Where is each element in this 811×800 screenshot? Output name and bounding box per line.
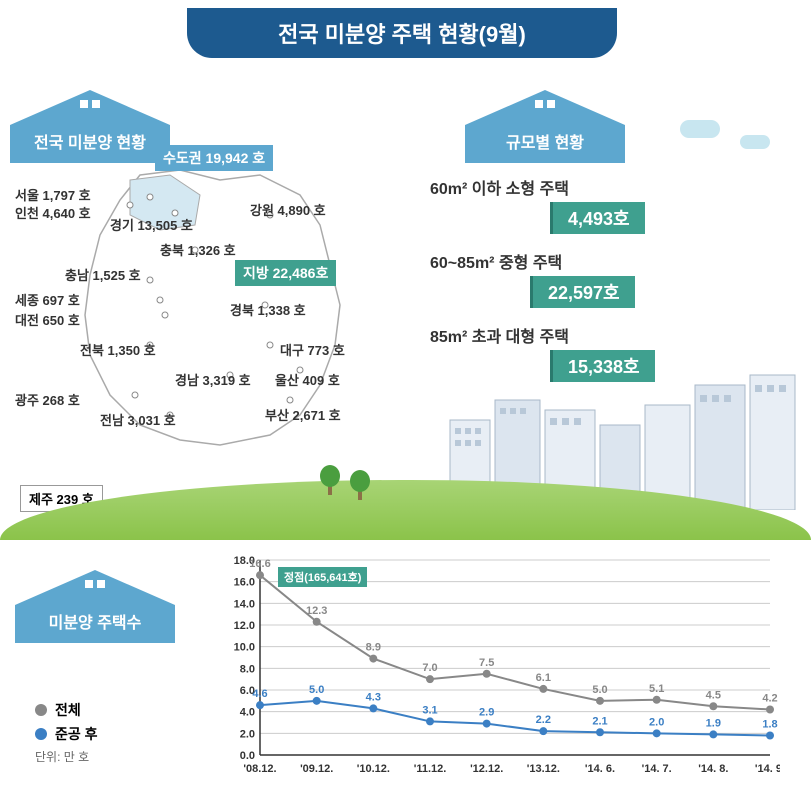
region-label: 대전 650 호 xyxy=(15,310,80,329)
svg-text:16.0: 16.0 xyxy=(234,577,255,589)
svg-text:0.0: 0.0 xyxy=(240,750,255,762)
legend-dot-icon xyxy=(35,728,47,740)
region-label: 인천 4,640 호 xyxy=(15,203,91,222)
legend-label: 전체 xyxy=(55,700,81,720)
region-label: 대구 773 호 xyxy=(280,340,345,359)
svg-text:12.3: 12.3 xyxy=(306,605,327,617)
region-label: 강원 4,890 호 xyxy=(250,200,326,219)
size-category-section: 60m² 이하 소형 주택 4,493호 60~85m² 중형 주택 22,597호 8… xyxy=(430,175,800,397)
svg-text:10.0: 10.0 xyxy=(234,642,255,654)
region-label: 서울 1,797 호 xyxy=(15,185,91,204)
title-banner: 전국 미분양 주택 현황(9월) xyxy=(187,8,617,58)
svg-text:4.5: 4.5 xyxy=(706,689,721,701)
section-label-size: 규모별 현황 xyxy=(465,125,625,163)
svg-text:2.9: 2.9 xyxy=(479,707,494,719)
svg-text:'13.12.: '13.12. xyxy=(527,763,560,775)
tree-decoration xyxy=(350,470,370,500)
region-label: 부산 2,671 호 xyxy=(265,405,341,424)
metro-badge: 수도권 19,942 호 xyxy=(155,145,273,171)
chart-peak-label: 정점(165,641호) xyxy=(278,567,367,587)
svg-text:'12.12.: '12.12. xyxy=(470,763,503,775)
region-label: 세종 697 호 xyxy=(15,290,80,309)
svg-text:6.1: 6.1 xyxy=(536,672,551,684)
region-label: 경기 13,505 호 xyxy=(110,215,193,234)
svg-text:2.0: 2.0 xyxy=(240,728,255,740)
chart-legend: 전체준공 후 단위: 만 호 xyxy=(35,700,98,765)
region-label: 충남 1,525 호 xyxy=(65,265,141,284)
region-label: 충북 1,326 호 xyxy=(160,240,236,259)
legend-dot-icon xyxy=(35,704,47,716)
svg-text:'09.12.: '09.12. xyxy=(300,763,333,775)
region-label: 울산 409 호 xyxy=(275,370,340,389)
svg-text:'14. 9.: '14. 9. xyxy=(755,763,780,775)
svg-text:8.9: 8.9 xyxy=(366,642,381,654)
local-badge: 지방 22,486호 xyxy=(235,260,336,286)
size-category-label: 60~85m² 중형 주택 xyxy=(430,249,800,273)
legend-item: 준공 후 xyxy=(35,724,98,744)
svg-text:14.0: 14.0 xyxy=(234,598,255,610)
region-label: 경남 3,319 호 xyxy=(175,370,251,389)
svg-text:'11.12.: '11.12. xyxy=(414,763,447,775)
svg-text:'10.12.: '10.12. xyxy=(357,763,390,775)
svg-text:'08.12.: '08.12. xyxy=(243,763,276,775)
svg-text:1.8: 1.8 xyxy=(762,719,777,731)
section-house-count: 미분양 주택수 xyxy=(15,570,175,643)
legend-label: 준공 후 xyxy=(55,724,98,744)
svg-text:2.0: 2.0 xyxy=(649,716,664,728)
svg-text:'14. 7.: '14. 7. xyxy=(642,763,672,775)
tree-decoration xyxy=(320,465,340,495)
svg-text:7.5: 7.5 xyxy=(479,657,494,669)
svg-text:1.9: 1.9 xyxy=(706,717,721,729)
svg-text:8.0: 8.0 xyxy=(240,663,255,675)
svg-text:5.0: 5.0 xyxy=(592,684,607,696)
svg-text:'14. 6.: '14. 6. xyxy=(585,763,615,775)
size-category-label: 85m² 초과 대형 주택 xyxy=(430,323,800,347)
svg-text:4.3: 4.3 xyxy=(366,691,381,703)
svg-text:2.1: 2.1 xyxy=(592,715,607,727)
svg-text:16.6: 16.6 xyxy=(249,558,270,570)
size-category-item: 60~85m² 중형 주택 22,597호 xyxy=(430,249,800,308)
size-category-value: 4,493호 xyxy=(550,202,645,234)
size-category-label: 60m² 이하 소형 주택 xyxy=(430,175,800,199)
svg-text:'14. 8.: '14. 8. xyxy=(698,763,728,775)
size-category-item: 60m² 이하 소형 주택 4,493호 xyxy=(430,175,800,234)
section-house-size: 규모별 현황 xyxy=(465,90,625,163)
svg-text:4.6: 4.6 xyxy=(252,688,267,700)
cloud-decoration xyxy=(740,135,770,149)
region-label: 전남 3,031 호 xyxy=(100,410,176,429)
section-label-count: 미분양 주택수 xyxy=(15,605,175,643)
region-label: 전북 1,350 호 xyxy=(80,340,156,359)
svg-text:2.2: 2.2 xyxy=(536,714,551,726)
legend-item: 전체 xyxy=(35,700,98,720)
svg-text:5.0: 5.0 xyxy=(309,684,324,696)
region-label: 경북 1,338 호 xyxy=(230,300,306,319)
size-category-value: 22,597호 xyxy=(530,276,635,308)
svg-text:4.2: 4.2 xyxy=(762,693,777,705)
svg-text:4.0: 4.0 xyxy=(240,707,255,719)
cloud-decoration xyxy=(680,120,720,138)
chart-section: 미분양 주택수 0.02.04.06.08.010.012.014.016.01… xyxy=(0,540,811,800)
legend-unit: 단위: 만 호 xyxy=(35,748,98,765)
svg-text:7.0: 7.0 xyxy=(422,662,437,674)
region-label: 광주 268 호 xyxy=(15,390,80,409)
svg-text:3.1: 3.1 xyxy=(422,704,437,716)
svg-text:12.0: 12.0 xyxy=(234,620,255,632)
page-title: 전국 미분양 주택 현황(9월) xyxy=(278,17,526,49)
svg-text:5.1: 5.1 xyxy=(649,683,664,695)
